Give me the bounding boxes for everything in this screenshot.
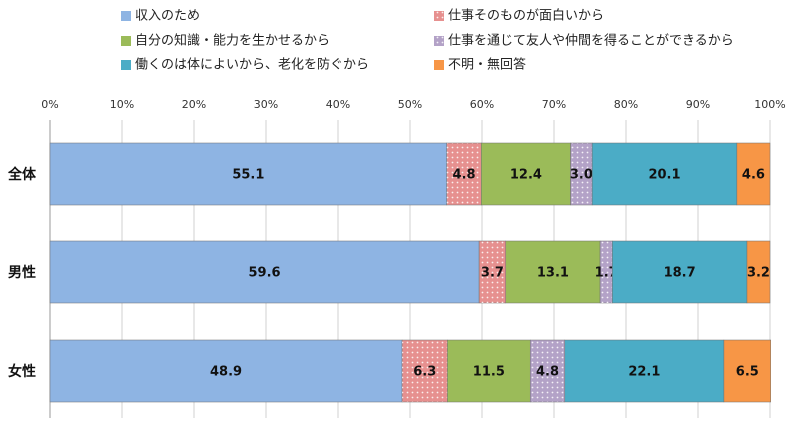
x-tick-label-5: 50% <box>398 98 422 111</box>
data-label-3-series-5: 22.1 <box>628 365 660 380</box>
x-tick-label-2: 20% <box>182 98 206 111</box>
bar-segment-1-series-1 <box>49 142 447 206</box>
legend-swatch-series-3 <box>121 36 131 46</box>
bar-pattern-3-series-2 <box>402 340 448 402</box>
data-label-2-series-6: 3.2 <box>747 266 770 281</box>
legend-swatch-series-1 <box>121 11 131 21</box>
bars: 55.1 4.8 12.4 3.0 20.1 4.6 59.6 3.7 13.1 1.7 18.7 3… <box>49 142 771 403</box>
bar-pattern-1-series-2 <box>446 143 482 205</box>
data-label-1-series-1: 55.1 <box>232 168 264 183</box>
x-tick-label-1: 10% <box>110 98 134 111</box>
category-label-3: 女性 <box>8 363 36 380</box>
data-label-1-series-6: 4.6 <box>742 168 765 183</box>
bar-segment-1-series-3 <box>481 142 571 206</box>
data-label-2-series-5: 18.7 <box>664 266 696 281</box>
bar-pattern-3-series-4 <box>530 340 565 402</box>
legend-label-series-4: 仕事を通じて友人や仲間を得ることができるから <box>448 33 734 49</box>
bar-segment-1-series-5 <box>591 142 738 206</box>
bar-pattern-1-series-4 <box>570 143 593 205</box>
data-label-1-series-5: 20.1 <box>648 168 680 183</box>
bar-segment-2-series-3 <box>505 240 601 304</box>
data-label-3-series-6: 6.5 <box>736 365 759 380</box>
data-label-2-series-3: 13.1 <box>537 266 569 281</box>
data-label-1-series-2: 4.8 <box>452 168 475 183</box>
data-label-2-series-2: 3.7 <box>481 266 504 281</box>
bar-segment-2-series-5 <box>612 240 748 304</box>
bar-pattern-2-series-4 <box>600 241 613 303</box>
data-label-3-series-2: 6.3 <box>413 365 436 380</box>
x-tick-label-0: 0% <box>41 98 58 111</box>
x-tick-label-8: 80% <box>614 98 638 111</box>
legend-label-series-2: 仕事そのものが面白いから <box>448 8 604 24</box>
bar-segment-3-series-3 <box>447 339 531 403</box>
bar-segment-2-series-1 <box>49 240 480 304</box>
legend-label-series-6: 不明・無回答 <box>448 57 526 73</box>
x-tick-label-3: 30% <box>254 98 278 111</box>
legend-label-series-5: 働くのは体によいから、老化を防ぐから <box>135 57 369 73</box>
data-label-3-series-4: 4.8 <box>536 365 559 380</box>
category-label-1: 全体 <box>7 166 37 183</box>
legend-label-series-3: 自分の知識・能力を生かせるから <box>135 33 330 49</box>
bar-segment-3-series-1 <box>49 339 403 403</box>
data-label-3-series-1: 48.9 <box>210 365 242 380</box>
x-tick-label-10: 100% <box>754 98 785 111</box>
x-axis-ticks: 0% 10% 20% 30% 40% 50% 60% 70% 80% 90% 100% <box>41 98 785 111</box>
x-tick-label-6: 60% <box>470 98 494 111</box>
legend-swatch-series-6 <box>434 60 444 70</box>
legend-swatch-pattern-series-4 <box>434 36 444 46</box>
legend-swatch-pattern-series-2 <box>434 11 444 21</box>
bar-segment-3-series-6 <box>723 339 771 403</box>
data-label-1-series-3: 12.4 <box>510 168 542 183</box>
bar-segment-1-series-6 <box>736 142 771 206</box>
data-label-3-series-3: 11.5 <box>473 365 505 380</box>
legend-swatch-series-5 <box>121 60 131 70</box>
data-label-2-series-4: 1.7 <box>595 266 618 281</box>
bar-segment-3-series-5 <box>564 339 725 403</box>
x-tick-label-9: 90% <box>686 98 710 111</box>
x-tick-label-4: 40% <box>326 98 350 111</box>
data-label-2-series-1: 59.6 <box>249 266 281 281</box>
category-label-2: 男性 <box>8 264 36 281</box>
bar-segment-2-series-6 <box>746 240 771 304</box>
x-tick-label-7: 70% <box>542 98 566 111</box>
legend-label-series-1: 収入のため <box>135 9 200 24</box>
data-label-1-series-4: 3.0 <box>570 168 593 183</box>
bar-pattern-2-series-2 <box>479 241 506 303</box>
